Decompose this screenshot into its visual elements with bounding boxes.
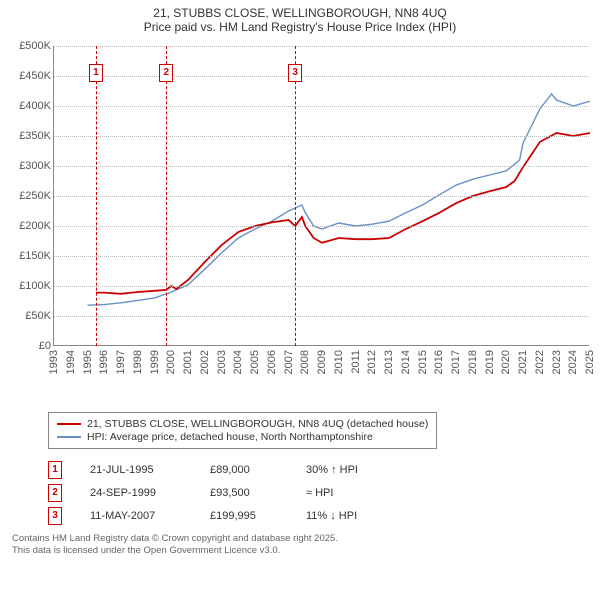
event-hpi-2: 11% ↓ HPI	[306, 510, 357, 522]
y-axis-label: £300K	[3, 160, 51, 172]
y-axis-label: £250K	[3, 190, 51, 202]
chart-marker: 3	[288, 64, 302, 82]
chart-marker: 2	[159, 64, 173, 82]
x-axis-label: 2012	[366, 350, 378, 374]
x-axis-label: 2022	[534, 350, 546, 374]
event-date-2: 11-MAY-2007	[90, 510, 182, 522]
grid-line	[54, 196, 589, 197]
y-axis-label: £450K	[3, 70, 51, 82]
x-axis-label: 2016	[433, 350, 445, 374]
plot-region: 1 2 3	[53, 46, 589, 346]
title-line-1: 21, STUBBS CLOSE, WELLINGBOROUGH, NN8 4U…	[0, 6, 600, 20]
x-axis-label: 2005	[249, 350, 261, 374]
x-axis-label: 2009	[316, 350, 328, 374]
event-marker-1: 2	[48, 484, 62, 502]
x-axis-label: 2004	[232, 350, 244, 374]
event-marker-2: 3	[48, 507, 62, 525]
hpi-line	[88, 94, 591, 305]
legend: 21, STUBBS CLOSE, WELLINGBOROUGH, NN8 4U…	[48, 412, 437, 449]
event-price-2: £199,995	[210, 510, 278, 522]
disclaimer: Contains HM Land Registry data © Crown c…	[12, 533, 588, 558]
marker-line	[295, 46, 296, 346]
grid-line	[54, 136, 589, 137]
grid-line	[54, 286, 589, 287]
chart-title: 21, STUBBS CLOSE, WELLINGBOROUGH, NN8 4U…	[0, 0, 600, 36]
y-axis-label: £0	[3, 340, 51, 352]
event-row-1: 2 24-SEP-1999 £93,500 ≈ HPI	[48, 484, 588, 502]
price-paid-line	[96, 133, 590, 294]
chart-area: 1 2 3 £0 £50K £100K £150K £200K £250K £300K £350K…	[5, 36, 595, 406]
y-axis-label: £50K	[3, 310, 51, 322]
x-axis-label: 2017	[450, 350, 462, 374]
legend-swatch-1	[57, 436, 81, 438]
legend-row-0: 21, STUBBS CLOSE, WELLINGBOROUGH, NN8 4U…	[57, 418, 428, 430]
disclaimer-line-2: This data is licensed under the Open Gov…	[12, 545, 588, 557]
event-price-1: £93,500	[210, 487, 278, 499]
x-axis-label: 2010	[333, 350, 345, 374]
legend-row-1: HPI: Average price, detached house, Nort…	[57, 431, 428, 443]
x-axis-label: 2025	[584, 350, 596, 374]
x-axis-label: 2020	[500, 350, 512, 374]
y-axis-label: £500K	[3, 40, 51, 52]
event-date-0: 21-JUL-1995	[90, 464, 182, 476]
x-axis-label: 2013	[383, 350, 395, 374]
event-date-1: 24-SEP-1999	[90, 487, 182, 499]
events-table: 1 21-JUL-1995 £89,000 30% ↑ HPI 2 24-SEP…	[48, 461, 588, 525]
x-axis-label: 2007	[283, 350, 295, 374]
y-axis-label: £200K	[3, 220, 51, 232]
x-axis-label: 2003	[216, 350, 228, 374]
x-axis-label: 2000	[165, 350, 177, 374]
legend-label-0: 21, STUBBS CLOSE, WELLINGBOROUGH, NN8 4U…	[87, 418, 428, 430]
x-axis-label: 1996	[98, 350, 110, 374]
x-axis-label: 2001	[182, 350, 194, 374]
grid-line	[54, 106, 589, 107]
x-axis-label: 2002	[199, 350, 211, 374]
x-axis-label: 2014	[400, 350, 412, 374]
event-row-2: 3 11-MAY-2007 £199,995 11% ↓ HPI	[48, 507, 588, 525]
event-price-0: £89,000	[210, 464, 278, 476]
x-axis-label: 2021	[517, 350, 529, 374]
marker-line	[96, 46, 97, 346]
title-line-2: Price paid vs. HM Land Registry's House …	[0, 20, 600, 34]
grid-line	[54, 226, 589, 227]
event-hpi-0: 30% ↑ HPI	[306, 464, 358, 476]
x-axis-label: 2015	[417, 350, 429, 374]
disclaimer-line-1: Contains HM Land Registry data © Crown c…	[12, 533, 588, 545]
x-axis-label: 2018	[467, 350, 479, 374]
legend-label-1: HPI: Average price, detached house, Nort…	[87, 431, 373, 443]
x-axis-label: 1993	[48, 350, 60, 374]
grid-line	[54, 256, 589, 257]
x-axis-label: 1994	[65, 350, 77, 374]
y-axis-label: £150K	[3, 250, 51, 262]
x-axis-label: 2006	[266, 350, 278, 374]
chart-marker: 1	[89, 64, 103, 82]
x-axis-label: 1999	[149, 350, 161, 374]
x-axis-label: 1997	[115, 350, 127, 374]
x-axis-label: 1995	[82, 350, 94, 374]
grid-line	[54, 166, 589, 167]
event-row-0: 1 21-JUL-1995 £89,000 30% ↑ HPI	[48, 461, 588, 479]
x-axis-label: 2024	[567, 350, 579, 374]
y-axis-label: £350K	[3, 130, 51, 142]
marker-line	[166, 46, 167, 346]
y-axis-label: £400K	[3, 100, 51, 112]
grid-line	[54, 76, 589, 77]
event-hpi-1: ≈ HPI	[306, 487, 333, 499]
event-marker-0: 1	[48, 461, 62, 479]
x-axis-label: 2008	[299, 350, 311, 374]
x-axis-label: 2023	[551, 350, 563, 374]
y-axis-label: £100K	[3, 280, 51, 292]
x-axis-label: 1998	[132, 350, 144, 374]
x-axis-label: 2019	[484, 350, 496, 374]
grid-line	[54, 46, 589, 47]
legend-swatch-0	[57, 423, 81, 425]
x-axis-label: 2011	[350, 350, 362, 374]
grid-line	[54, 316, 589, 317]
